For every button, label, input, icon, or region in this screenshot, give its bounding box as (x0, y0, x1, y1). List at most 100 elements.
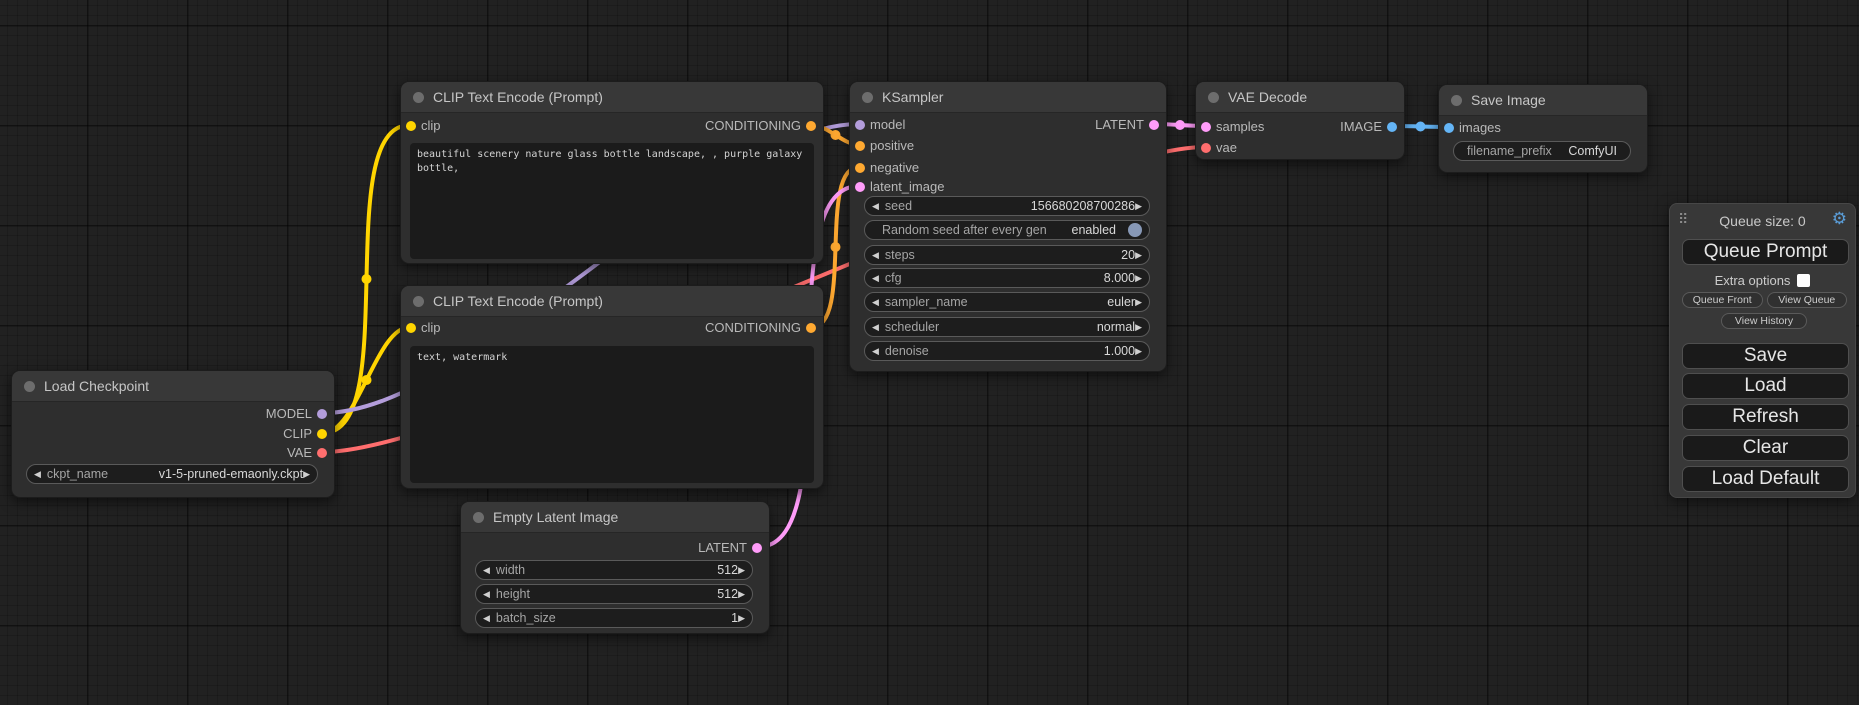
output-slot-label: MODEL (265, 406, 312, 421)
view-queue-button[interactable]: View Queue (1766, 292, 1847, 308)
save-button[interactable]: Save (1682, 343, 1849, 369)
conditioning-output-dot[interactable] (806, 121, 816, 131)
vae-output-dot[interactable] (317, 448, 327, 458)
vae-input-dot[interactable] (1201, 143, 1211, 153)
node-titlebar[interactable]: CLIP Text Encode (Prompt) (401, 82, 823, 113)
toggle-dot-icon[interactable] (1128, 223, 1142, 237)
widget-steps[interactable]: ◀ steps 20 ▶ (864, 245, 1150, 265)
widget-batch_size[interactable]: ◀ batch_size 1 ▶ (475, 608, 753, 628)
input-slot-label: latent_image (870, 179, 945, 194)
input-slot-positive: positive (850, 137, 1166, 155)
refresh-button[interactable]: Refresh (1682, 404, 1849, 430)
link-midpoint-dot (361, 375, 372, 385)
increment-arrow-icon[interactable]: ▶ (1135, 297, 1142, 307)
node-ksampler[interactable]: KSampler model positive negative latent_imag… (849, 81, 1167, 372)
node-status-dot-icon (413, 296, 424, 307)
images-input-dot[interactable] (1444, 123, 1454, 133)
input-slot-clip: clip (401, 117, 823, 135)
output-slot-conditioning: CONDITIONING (401, 319, 823, 337)
node-titlebar[interactable]: VAE Decode (1196, 82, 1404, 113)
increment-arrow-icon[interactable]: ▶ (738, 589, 745, 599)
gear-icon[interactable]: ⚙ (1831, 209, 1847, 228)
decrement-arrow-icon[interactable]: ◀ (872, 346, 879, 356)
widget-sampler_name[interactable]: ◀ sampler_name euler ▶ (864, 292, 1150, 312)
increment-arrow-icon[interactable]: ▶ (1135, 346, 1142, 356)
increment-arrow-icon[interactable]: ▶ (1135, 322, 1142, 332)
node-titlebar[interactable]: KSampler (850, 82, 1166, 113)
widget-value: 156680208700286 (1030, 199, 1136, 213)
output-slot-vae: VAE (12, 444, 334, 462)
node-status-dot-icon (1451, 95, 1462, 106)
input-slot-label: model (870, 117, 906, 132)
model-input-dot[interactable] (855, 120, 865, 130)
drag-handle-icon[interactable]: ⠿ (1678, 211, 1689, 227)
decrement-arrow-icon[interactable]: ◀ (483, 613, 490, 623)
link-midpoint-dot (830, 242, 841, 252)
node-load-checkpoint[interactable]: Load Checkpoint MODEL CLIP VAE ◀ ckpt_name v1-… (11, 370, 335, 498)
load-button[interactable]: Load (1682, 373, 1849, 399)
decrement-arrow-icon[interactable]: ◀ (483, 565, 490, 575)
queue-front-button[interactable]: Queue Front (1682, 292, 1763, 308)
decrement-arrow-icon[interactable]: ◀ (483, 589, 490, 599)
latent_image-input-dot[interactable] (855, 182, 865, 192)
decrement-arrow-icon[interactable]: ◀ (34, 469, 41, 479)
increment-arrow-icon[interactable]: ▶ (303, 469, 310, 479)
extra-options-checkbox[interactable] (1797, 274, 1811, 287)
node-vae-decode[interactable]: VAE Decode samples vae IMAGE (1195, 81, 1405, 160)
output-slot-label: CONDITIONING (704, 320, 801, 335)
widget-label: Random seed after every gen (882, 223, 1047, 237)
increment-arrow-icon[interactable]: ▶ (738, 565, 745, 575)
widget-cfg[interactable]: ◀ cfg 8.000 ▶ (864, 268, 1150, 288)
decrement-arrow-icon[interactable]: ◀ (872, 201, 879, 211)
node-save-image[interactable]: Save Image images filename_prefix ComfyUI (1438, 84, 1648, 173)
view-history-button[interactable]: View History (1721, 313, 1807, 329)
widget-width[interactable]: ◀ width 512 ▶ (475, 560, 753, 580)
node-clip-text-encode-negative[interactable]: CLIP Text Encode (Prompt) clip CONDITIONIN… (400, 285, 824, 489)
model-output-dot[interactable] (317, 409, 327, 419)
clip-input-dot[interactable] (406, 323, 416, 333)
latent-output-dot[interactable] (1149, 120, 1159, 130)
widget-ckpt_name[interactable]: ◀ ckpt_name v1-5-pruned-emaonly.ckpt ▶ (26, 464, 318, 484)
increment-arrow-icon[interactable]: ▶ (738, 613, 745, 623)
image-output-dot[interactable] (1387, 122, 1397, 132)
queue-pill-row: Queue Front View Queue (1682, 292, 1847, 308)
conditioning-output-dot[interactable] (806, 323, 816, 333)
latent-output-dot[interactable] (752, 543, 762, 553)
negative-input-dot[interactable] (855, 163, 865, 173)
decrement-arrow-icon[interactable]: ◀ (872, 322, 879, 332)
load-default-button[interactable]: Load Default (1682, 466, 1849, 492)
widget-scheduler[interactable]: ◀ scheduler normal ▶ (864, 317, 1150, 337)
decrement-arrow-icon[interactable]: ◀ (872, 297, 879, 307)
widget-denoise[interactable]: ◀ denoise 1.000 ▶ (864, 341, 1150, 361)
node-titlebar[interactable]: Save Image (1439, 85, 1647, 116)
queue-prompt-button[interactable]: Queue Prompt (1682, 239, 1849, 265)
node-titlebar[interactable]: CLIP Text Encode (Prompt) (401, 286, 823, 317)
decrement-arrow-icon[interactable]: ◀ (872, 250, 879, 260)
input-slot-label: negative (870, 160, 920, 175)
decrement-arrow-icon[interactable]: ◀ (872, 273, 879, 283)
node-titlebar[interactable]: Load Checkpoint (12, 371, 334, 402)
prompt-textarea[interactable]: text, watermark (410, 346, 814, 483)
increment-arrow-icon[interactable]: ▶ (1135, 250, 1142, 260)
samples-input-dot[interactable] (1201, 122, 1211, 132)
increment-arrow-icon[interactable]: ▶ (1135, 273, 1142, 283)
widget-height[interactable]: ◀ height 512 ▶ (475, 584, 753, 604)
increment-arrow-icon[interactable]: ▶ (1135, 201, 1142, 211)
input-slot-negative: negative (850, 159, 1166, 177)
node-empty-latent-image[interactable]: Empty Latent Image LATENT ◀ width 512 ▶ ◀ heigh… (460, 501, 770, 634)
output-slot-label: CLIP (283, 426, 312, 441)
node-titlebar[interactable]: Empty Latent Image (461, 502, 769, 533)
input-slot-label: positive (870, 138, 915, 153)
widget-value: 8.000 (1103, 271, 1136, 285)
widget-random-seed-after-every-gen[interactable]: Random seed after every gen enabled (864, 220, 1150, 240)
output-slot-image: IMAGE (1196, 118, 1404, 136)
prompt-textarea[interactable]: beautiful scenery nature glass bottle la… (410, 143, 814, 259)
clip-output-dot[interactable] (317, 429, 327, 439)
widget-seed[interactable]: ◀ seed 156680208700286 ▶ (864, 196, 1150, 216)
clear-button[interactable]: Clear (1682, 435, 1849, 461)
widget-filename_prefix[interactable]: filename_prefix ComfyUI (1453, 141, 1631, 161)
positive-input-dot[interactable] (855, 141, 865, 151)
clip-input-dot[interactable] (406, 121, 416, 131)
node-clip-text-encode-positive[interactable]: CLIP Text Encode (Prompt) clip CONDITIONIN… (400, 81, 824, 264)
